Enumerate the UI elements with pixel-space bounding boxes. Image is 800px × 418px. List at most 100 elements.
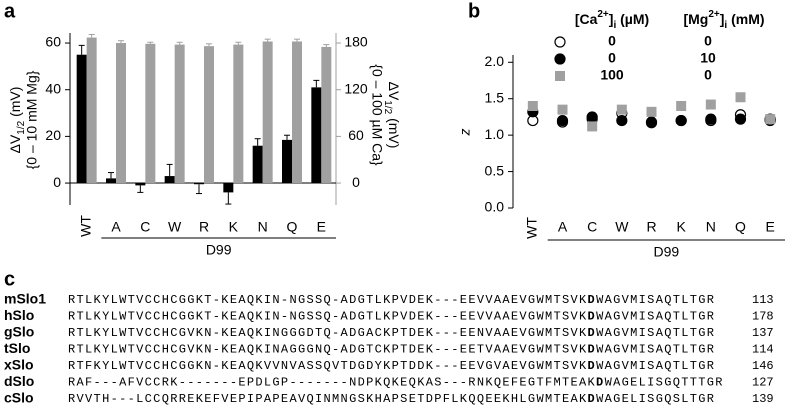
x-tick-label: WT bbox=[524, 217, 540, 239]
sequence-highlight: D bbox=[588, 343, 595, 357]
sequence-part: WAGVMISAQTLTGR bbox=[596, 326, 714, 340]
legend-header-part: i bbox=[613, 20, 616, 31]
point bbox=[556, 114, 569, 127]
y2-label-part: ΔV bbox=[386, 82, 402, 101]
panel-label: c bbox=[4, 268, 15, 290]
point bbox=[557, 104, 568, 115]
sequence-part: WAGELISGQSLTGR bbox=[596, 392, 714, 406]
seq-name: hSlo bbox=[4, 307, 34, 323]
sequence-part: WAGVMISAQTLTGR bbox=[596, 310, 714, 324]
y-tick-label: 40 bbox=[45, 80, 61, 96]
x-tick-label: R bbox=[199, 219, 209, 235]
legend-header-part: (mM) bbox=[727, 11, 764, 27]
y-tick-label: 0.0 bbox=[485, 199, 505, 215]
y-label-part: (mV) bbox=[7, 87, 23, 121]
y-tick-label: 20 bbox=[45, 127, 61, 143]
legend-mg: 10 bbox=[700, 50, 716, 66]
legend-ca: 0 bbox=[608, 33, 616, 49]
bar bbox=[164, 176, 175, 184]
sequence-part: WAGVMISAQTLTGR bbox=[596, 293, 714, 307]
y-tick-label: 0.5 bbox=[485, 162, 505, 178]
x-tick-label: C bbox=[140, 219, 150, 235]
bar bbox=[145, 43, 156, 184]
seq-name: mSlo1 bbox=[4, 291, 46, 307]
bar bbox=[262, 41, 273, 184]
sequence-highlight: D bbox=[588, 359, 595, 373]
sequence-part: RTLKYLWTVCCHCGGKT-KEAQKIN-NGSSQ-ADGTLKPV… bbox=[68, 310, 587, 324]
sequence-part: WAGVMISAQTLTGR bbox=[596, 343, 714, 357]
sequence-highlight: D bbox=[588, 310, 595, 324]
seq-number: 146 bbox=[752, 359, 774, 373]
legend-header: [Ca2+]i (µM) bbox=[575, 9, 649, 31]
point bbox=[527, 101, 538, 111]
legend-header-part: 2+ bbox=[597, 9, 609, 20]
x-tick-label: R bbox=[646, 219, 656, 235]
bar bbox=[174, 44, 185, 184]
sequence-part: WAGVMISAQTLTGR bbox=[596, 359, 714, 373]
point bbox=[705, 99, 716, 110]
sequence: RTFKYLWTVCCHCGGKN-KEAQKVVNVASSQVTDGDYKPT… bbox=[68, 359, 714, 373]
sequence: RAF---AFVCCRK-------EPDLGP-------NDPKQKE… bbox=[68, 376, 723, 390]
point bbox=[646, 106, 657, 117]
seq-number: 178 bbox=[752, 310, 774, 324]
x-tick-label: W bbox=[615, 219, 629, 235]
point bbox=[735, 92, 746, 103]
sequence-part: RTLKYLWTVCCHCGGKT-KEAQKIN-NGSSQ-ADGTLKPV… bbox=[68, 293, 587, 307]
legend-header-part: [Ca bbox=[575, 11, 598, 27]
bar bbox=[194, 183, 204, 185]
point bbox=[734, 113, 747, 125]
y2-label-part: 1/2 bbox=[382, 100, 393, 114]
panel-label: a bbox=[4, 0, 16, 22]
y-label-part: ΔV bbox=[7, 134, 23, 153]
legend-marker bbox=[554, 53, 566, 65]
y-label: z bbox=[457, 129, 473, 137]
sequence: RTLKYLWTVCCHCGVKN-KEAQKINGGGDTQ-ADGACKPT… bbox=[68, 326, 714, 340]
bar bbox=[116, 43, 126, 184]
bar bbox=[292, 41, 302, 184]
y2-label: {0 – 100 µM Ca} bbox=[369, 64, 385, 166]
y2-tick-label: 120 bbox=[344, 80, 368, 96]
seq-name: cSlo bbox=[4, 390, 34, 406]
legend-header-part: [Mg bbox=[683, 11, 708, 27]
seq-name: xSlo bbox=[4, 357, 34, 373]
y-label-part: 1/2 bbox=[16, 120, 27, 134]
sequence-part: RAF---AFVCCRK-------EPDLGP-------NDPKQKE… bbox=[68, 376, 596, 390]
y-label: {0 – 10 mM Mg} bbox=[24, 70, 40, 169]
seq-number: 113 bbox=[752, 293, 774, 307]
sequence-highlight: D bbox=[588, 392, 595, 406]
sequence-part: RTLKYLWTVCCHCGVKN-KEAQKINAGGGNQ-ADGTCKPT… bbox=[68, 343, 587, 357]
sequence-part: WAGELISGQTTTGR bbox=[605, 376, 723, 390]
y2-tick-label: 0 bbox=[352, 174, 360, 190]
y-tick-label: 0 bbox=[53, 174, 61, 190]
point bbox=[765, 114, 776, 125]
bar bbox=[282, 139, 292, 184]
x-tick-label: N bbox=[706, 219, 716, 235]
y-tick-label: 1.0 bbox=[485, 126, 505, 142]
y2-tick-label: 60 bbox=[348, 127, 364, 143]
x-tick-label: E bbox=[317, 219, 326, 235]
sequence-part: RTLKYLWTVCCHCGVKN-KEAQKINGGGDTQ-ADGACKPT… bbox=[68, 326, 587, 340]
seq-number: 114 bbox=[752, 343, 774, 357]
x-tick-label: K bbox=[229, 219, 239, 235]
legend-ca: 100 bbox=[600, 67, 624, 83]
point bbox=[616, 104, 627, 115]
group-label: D99 bbox=[206, 242, 232, 258]
legend-header-part: ] bbox=[720, 11, 725, 27]
seq-name: tSlo bbox=[4, 340, 30, 356]
group-label: D99 bbox=[653, 244, 679, 260]
point bbox=[616, 114, 628, 127]
legend-header-part: (µM) bbox=[616, 11, 649, 27]
seq-number: 139 bbox=[752, 392, 774, 406]
bar bbox=[86, 37, 97, 184]
bar bbox=[321, 46, 332, 184]
panel-label: b bbox=[468, 0, 480, 22]
x-tick-label: A bbox=[558, 219, 568, 235]
seq-number: 127 bbox=[752, 376, 774, 390]
y2-tick-label: 180 bbox=[344, 34, 368, 50]
seq-name: gSlo bbox=[4, 324, 34, 340]
seq-name: dSlo bbox=[4, 373, 34, 389]
bar bbox=[233, 44, 244, 184]
x-tick-label: A bbox=[111, 219, 121, 235]
bar bbox=[204, 46, 214, 184]
